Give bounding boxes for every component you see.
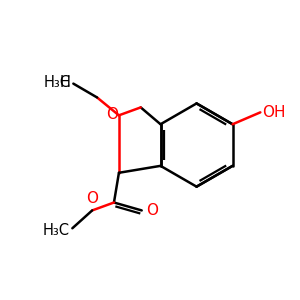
Text: O: O bbox=[106, 107, 118, 122]
Text: O: O bbox=[146, 203, 158, 218]
Text: OH: OH bbox=[262, 105, 286, 120]
Text: H: H bbox=[59, 75, 70, 90]
Text: H₃C: H₃C bbox=[44, 75, 70, 90]
Text: O: O bbox=[86, 191, 98, 206]
Text: H₃C: H₃C bbox=[42, 223, 69, 238]
